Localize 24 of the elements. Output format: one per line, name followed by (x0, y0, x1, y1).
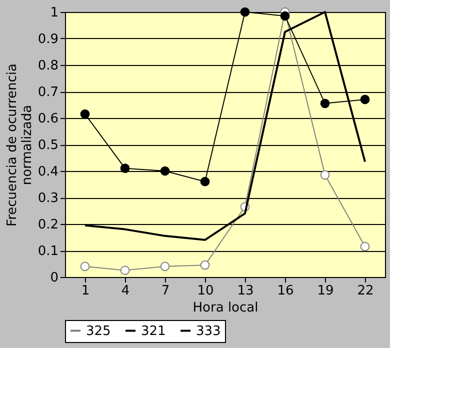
y-tick-label: 0.5 (38, 138, 58, 153)
legend-label: 321 (141, 324, 166, 339)
y-tick-label: 0.3 (38, 191, 58, 206)
x-tick-label: 13 (237, 284, 254, 298)
y-tick-label: 0.2 (38, 218, 58, 232)
y-tick-label: 1 (50, 6, 58, 20)
x-tick-label: 22 (357, 284, 374, 298)
legend-label: 333 (196, 324, 221, 339)
x-tick-label: 4 (121, 284, 130, 298)
x-tick-label: 19 (317, 284, 334, 298)
x-tick-label: 10 (197, 284, 214, 298)
y-tick-label: 0.1 (38, 244, 58, 259)
x-axis-title: Hora local (192, 300, 258, 316)
legend-label: 325 (86, 324, 111, 339)
y-tick-label: 0.7 (38, 85, 58, 100)
y-tick-label: 0.4 (38, 164, 58, 180)
y-tick-label: 0.6 (38, 112, 58, 126)
x-tick-label: 7 (161, 284, 170, 298)
y-axis-title: Frecuencia de ocurrencia normalizada (4, 64, 35, 226)
y-tick-label: 0 (50, 270, 58, 286)
x-tick-label: 16 (277, 284, 294, 298)
x-tick-label: 1 (81, 284, 90, 298)
y-tick-label: 0.9 (38, 32, 58, 47)
y-tick-label: 0.8 (38, 58, 58, 74)
